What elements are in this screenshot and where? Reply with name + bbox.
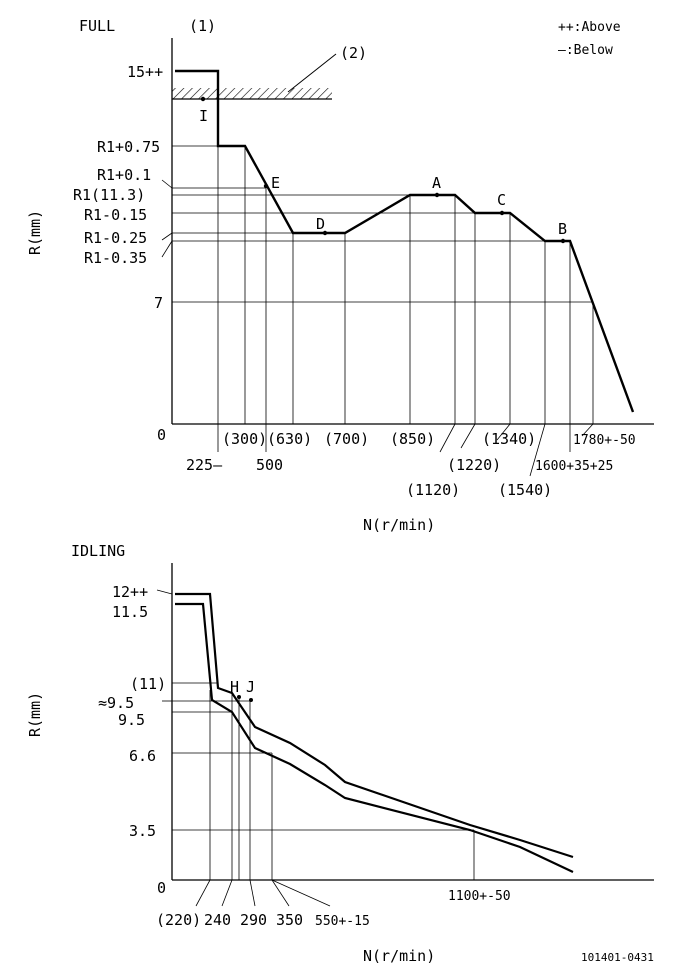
idling-y-label-115: 11.5 [112,603,148,621]
idling-chart: IDLING [26,542,654,965]
full-y-label-r1-01: R1+0.1 [97,166,151,184]
full-x-axis-title: N(r/min) [363,516,435,534]
full-y-label-7: 7 [154,294,163,312]
point-d-marker [322,230,328,236]
idling-y-label-11: (11) [130,675,166,693]
idling-y-label-35: 3.5 [129,822,156,840]
leader-550 [271,879,331,907]
full-y-label-15: 15++ [127,63,163,81]
full-chart: FULL (1) ++:Above —:Below (2) [26,17,654,534]
idling-y-leaders [156,589,173,702]
drawing-number: 101401-0431 [581,951,654,964]
full-y-label-r1-113: R1(11.3) [73,186,145,204]
point-j-label: J [246,678,255,696]
point-i-label: I [199,107,208,125]
full-x-label-700: (700) [324,430,369,448]
legend-below: —:Below [558,43,613,58]
full-x-label-225: 225— [186,456,223,474]
full-y-label-r1-035: R1-0.35 [84,249,147,267]
leader-240 [221,879,233,907]
idling-title: IDLING [71,542,125,560]
idling-y-label-0: 0 [157,879,166,897]
idling-x-label-220: (220) [156,911,201,929]
point-c-label: C [497,191,506,209]
full-h-gridlines [172,145,593,303]
leader-350 [271,879,290,907]
idling-lower-curve [175,602,574,873]
full-y-label-0: 0 [157,426,166,444]
full-load-curve [175,69,635,413]
leader-1780 [581,423,594,437]
leader-r1-01 [161,179,173,189]
idling-y-label-12: 12++ [112,583,148,601]
stop-hatch [172,88,332,99]
full-x-label-1540: (1540) [498,481,552,499]
idling-x-label-550: 550+-15 [315,914,370,929]
full-y-label-r1-075: R1+0.75 [97,138,160,156]
full-x-label-500: 500 [256,456,283,474]
leader-1340 [496,423,511,441]
idling-y-axis-title: R(mm) [26,692,44,737]
point-e-marker [263,183,269,189]
idling-y-label-95: 9.5 [118,711,145,729]
full-x-label-1340: (1340) [482,430,536,448]
point-b-label: B [558,220,567,238]
full-x-leaders [439,423,594,477]
legend-above: ++:Above [558,20,621,35]
full-y-label-r1-015: R1-0.15 [84,206,147,224]
full-y-axis-title: R(mm) [26,210,44,255]
full-y-label-r1-025: R1-0.25 [84,229,147,247]
idling-y-label-66: 6.6 [129,747,156,765]
leader-220 [195,879,211,907]
point-h-label: H [230,678,239,696]
full-point-markers [200,96,566,244]
note-2: (2) [340,44,367,62]
idling-x-label-350: 350 [276,911,303,929]
full-v-gridlines [217,146,594,452]
note-1: (1) [189,17,216,35]
full-x-label-300: (300) [222,430,267,448]
point-i-marker [200,96,206,102]
full-x-label-850: (850) [390,430,435,448]
idling-upper-curve [175,592,574,859]
full-x-label-1600: 1600+35+25 [535,459,613,474]
point-a-marker [434,192,440,198]
leader-1120 [439,423,456,453]
point-d-label: D [316,215,325,233]
full-y-leaders [161,179,173,258]
idling-x-label-1100: 1100+-50 [448,889,511,904]
full-x-label-1780: 1780+-50 [573,433,636,448]
note-2-leader [287,53,337,93]
leader-1540 [529,423,546,477]
idling-y-label-approx-95: ≈9.5 [98,694,134,712]
leader-r1-025 [161,232,173,241]
leader-290 [249,879,256,907]
point-e-label: E [271,174,280,192]
full-x-label-1120: (1120) [406,481,460,499]
idling-x-axis-title: N(r/min) [363,947,435,965]
full-x-label-630: (630) [267,430,312,448]
idling-x-label-290: 290 [240,911,267,929]
idling-v-gridlines [209,690,475,880]
point-j-marker [249,698,253,702]
idling-x-leaders [195,879,331,907]
leader-12 [156,589,173,595]
point-c-marker [499,210,505,216]
full-x-label-1220: (1220) [447,456,501,474]
point-a-label: A [432,174,441,192]
leader-r1-035 [161,240,173,258]
full-title: FULL [79,17,115,35]
point-b-marker [560,238,566,244]
point-h-marker [237,695,241,699]
idling-x-label-240: 240 [204,911,231,929]
idling-h-gridlines [172,682,474,831]
leader-1220 [460,423,476,449]
